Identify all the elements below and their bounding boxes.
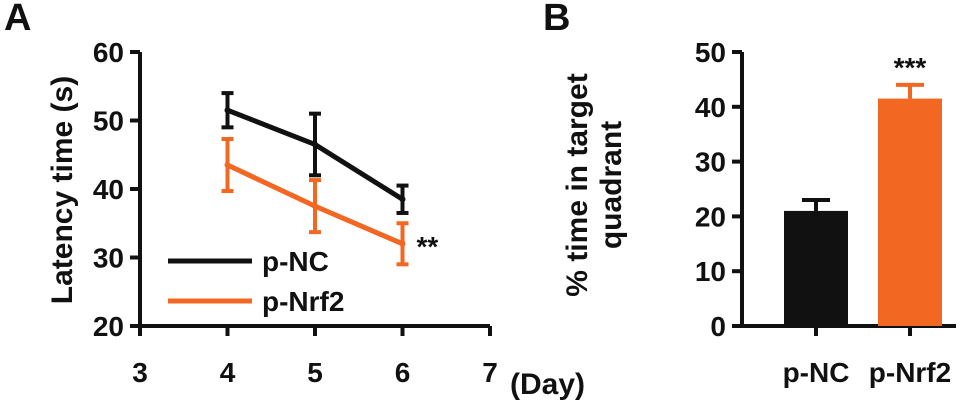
panel-b-label: B <box>543 0 570 39</box>
data-point <box>312 141 318 148</box>
panel-a-line-chart: 20 30 40 50 60 3 4 5 6 7 p-NC p-Nrf2 ** <box>93 37 498 388</box>
data-point <box>224 162 231 169</box>
x-tick-label-p-NC: p-NC <box>783 357 850 388</box>
data-point <box>399 196 406 203</box>
panel-b-y-axis-label-line-1: % time in target <box>561 73 594 296</box>
bar-p-Nrf2 <box>878 98 942 326</box>
x-tick-label: 6 <box>395 357 411 388</box>
y-tick-label: 40 <box>93 174 124 205</box>
panel-a-y-axis-label: Latency time (s) <box>46 76 79 304</box>
panel-a-x-axis-unit: (Day) <box>510 368 585 400</box>
y-tick-label: 50 <box>93 106 124 137</box>
y-tick-label: 30 <box>93 243 124 274</box>
y-tick-label: 40 <box>695 92 726 123</box>
y-tick-label: 30 <box>695 147 726 178</box>
panel-a-label: A <box>4 0 31 39</box>
y-tick-label: 20 <box>695 201 726 232</box>
x-tick-label-p-Nrf2: p-Nrf2 <box>869 357 951 388</box>
panel-b-y-axis-label: % time in targetquadrant <box>561 73 628 296</box>
x-tick-label: 5 <box>307 357 323 388</box>
panel-b-y-axis-label-line-2: quadrant <box>595 121 628 249</box>
data-point <box>399 240 406 247</box>
legend-label-p-NC: p-NC <box>262 246 329 277</box>
significance-marker: ** <box>417 231 439 262</box>
legend-label-p-Nrf2: p-Nrf2 <box>262 286 344 317</box>
y-tick-label: 0 <box>710 311 726 342</box>
y-tick-label: 10 <box>695 256 726 287</box>
x-tick-label: 3 <box>132 357 148 388</box>
bar-p-NC <box>784 210 848 326</box>
x-tick-label: 4 <box>220 357 236 388</box>
y-tick-label: 50 <box>695 37 726 68</box>
y-tick-label: 60 <box>93 37 124 68</box>
data-point <box>312 203 318 210</box>
y-tick-label: 20 <box>93 311 124 342</box>
data-point <box>224 107 231 114</box>
panel-b-bar-chart: 0 10 20 30 40 50 p-NC p-Nrf2 *** <box>695 37 956 388</box>
significance-marker: *** <box>894 52 927 83</box>
x-tick-label: 7 <box>482 357 498 388</box>
